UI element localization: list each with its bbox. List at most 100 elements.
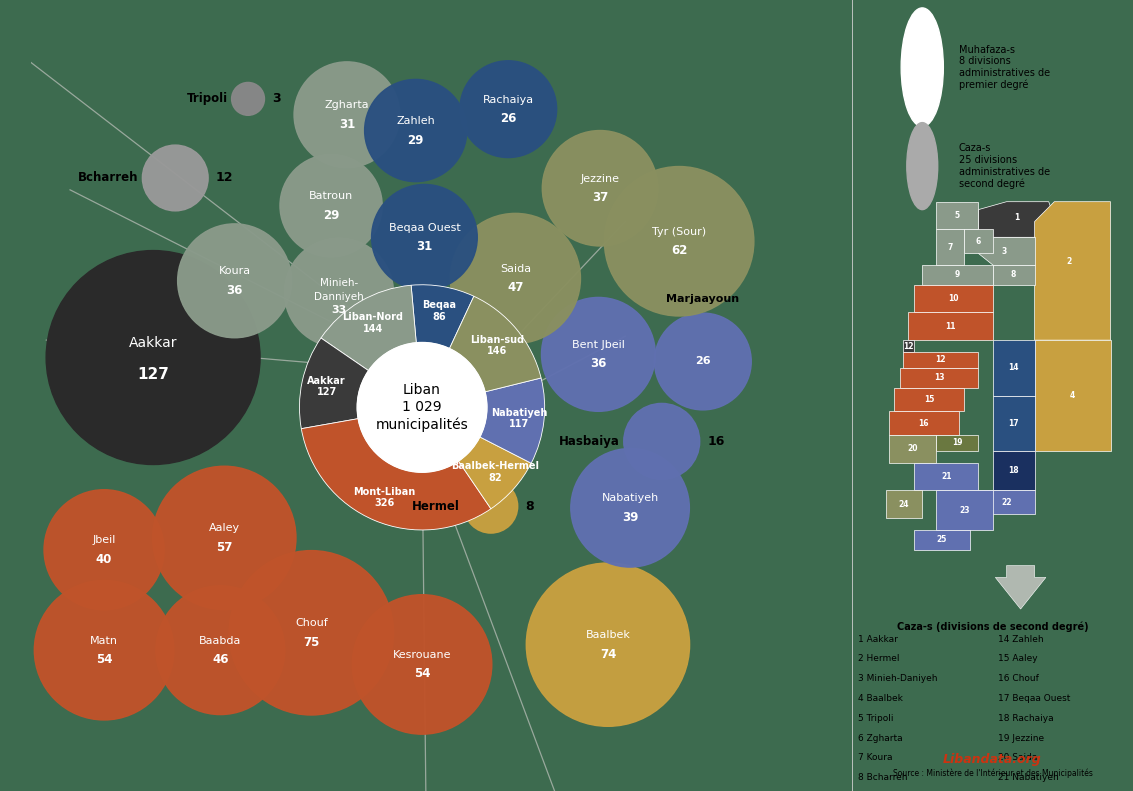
Circle shape bbox=[229, 551, 393, 715]
Polygon shape bbox=[1034, 202, 1110, 340]
Wedge shape bbox=[459, 437, 531, 509]
Text: 6 Zgharta: 6 Zgharta bbox=[858, 733, 902, 743]
Polygon shape bbox=[886, 490, 922, 518]
Text: 24: 24 bbox=[898, 500, 910, 509]
Polygon shape bbox=[936, 202, 979, 229]
Text: Chouf: Chouf bbox=[295, 619, 327, 628]
Circle shape bbox=[46, 251, 261, 464]
Text: Tripoli: Tripoli bbox=[187, 93, 228, 105]
Text: 6: 6 bbox=[976, 237, 981, 246]
Circle shape bbox=[295, 62, 400, 168]
Text: 21: 21 bbox=[940, 472, 952, 481]
Text: Kesrouane: Kesrouane bbox=[393, 650, 451, 660]
Text: 17: 17 bbox=[1008, 418, 1019, 428]
Text: Nabatiyeh: Nabatiyeh bbox=[602, 494, 658, 503]
Text: Beqaa
86: Beqaa 86 bbox=[421, 301, 455, 322]
Text: 18: 18 bbox=[1008, 466, 1019, 475]
Text: 19: 19 bbox=[952, 438, 963, 448]
Text: 3: 3 bbox=[272, 93, 281, 105]
Wedge shape bbox=[299, 338, 368, 429]
Text: 9: 9 bbox=[955, 271, 960, 279]
Text: Danniyeh: Danniyeh bbox=[314, 292, 364, 301]
Text: Caza-s
25 divisions
administratives de
second degré: Caza-s 25 divisions administratives de s… bbox=[959, 143, 1050, 189]
Circle shape bbox=[34, 581, 173, 720]
Text: 31: 31 bbox=[339, 118, 355, 131]
Circle shape bbox=[156, 586, 284, 714]
Text: 3: 3 bbox=[1002, 247, 1006, 256]
Text: 4 Baalbek: 4 Baalbek bbox=[858, 694, 903, 703]
Text: 20 Saida: 20 Saida bbox=[998, 753, 1038, 763]
Circle shape bbox=[460, 61, 556, 157]
Text: Source : Ministère de l'Intérieur et des Municipalités: Source : Ministère de l'Intérieur et des… bbox=[893, 769, 1092, 778]
Text: 1 Aakkar: 1 Aakkar bbox=[858, 634, 897, 644]
Circle shape bbox=[44, 490, 164, 610]
Text: Rachaiya: Rachaiya bbox=[483, 95, 534, 104]
Text: 26: 26 bbox=[500, 112, 517, 125]
Text: Matn: Matn bbox=[90, 636, 118, 645]
Text: Liban-sud
146: Liban-sud 146 bbox=[470, 335, 525, 356]
Polygon shape bbox=[1034, 340, 1110, 451]
Text: 14: 14 bbox=[1008, 363, 1019, 373]
Text: 39: 39 bbox=[622, 511, 638, 524]
Text: 1: 1 bbox=[1014, 213, 1020, 222]
Text: 57: 57 bbox=[216, 541, 232, 554]
Text: 23: 23 bbox=[960, 505, 970, 515]
Text: Libandata.org: Libandata.org bbox=[943, 753, 1042, 766]
Text: 5: 5 bbox=[955, 211, 960, 220]
Text: Baalbek-Hermel
82: Baalbek-Hermel 82 bbox=[451, 461, 539, 483]
Circle shape bbox=[655, 313, 751, 410]
Circle shape bbox=[571, 448, 689, 567]
Circle shape bbox=[231, 82, 264, 115]
Circle shape bbox=[357, 343, 487, 472]
Text: Tyr (Sour): Tyr (Sour) bbox=[653, 227, 706, 237]
Text: 54: 54 bbox=[414, 668, 431, 680]
Text: 127: 127 bbox=[137, 368, 169, 382]
Text: 74: 74 bbox=[599, 648, 616, 660]
Text: Minieh-: Minieh- bbox=[320, 278, 358, 288]
Circle shape bbox=[352, 595, 492, 734]
Text: 5 Tripoli: 5 Tripoli bbox=[858, 713, 893, 723]
Text: Liban
1 029
municipalités: Liban 1 029 municipalités bbox=[376, 383, 468, 432]
Text: 2 Hermel: 2 Hermel bbox=[858, 654, 900, 664]
Text: 29: 29 bbox=[408, 134, 424, 146]
Circle shape bbox=[143, 145, 208, 211]
Text: 20: 20 bbox=[908, 445, 918, 453]
Text: Jbeil: Jbeil bbox=[93, 536, 116, 545]
Polygon shape bbox=[909, 312, 993, 340]
Text: 18 Rachaiya: 18 Rachaiya bbox=[998, 713, 1054, 723]
Circle shape bbox=[906, 123, 938, 210]
Polygon shape bbox=[894, 388, 964, 411]
Wedge shape bbox=[301, 418, 491, 530]
Text: Koura: Koura bbox=[219, 267, 250, 276]
Text: 14 Zahleh: 14 Zahleh bbox=[998, 634, 1043, 644]
Wedge shape bbox=[411, 285, 474, 349]
Text: 12: 12 bbox=[935, 355, 946, 365]
Circle shape bbox=[527, 563, 690, 726]
Text: 19 Jezzine: 19 Jezzine bbox=[998, 733, 1045, 743]
Text: 33: 33 bbox=[331, 305, 347, 315]
Text: 46: 46 bbox=[212, 653, 229, 666]
Text: Zahleh: Zahleh bbox=[397, 116, 435, 126]
Polygon shape bbox=[936, 435, 979, 451]
Polygon shape bbox=[888, 411, 959, 435]
Polygon shape bbox=[993, 340, 1034, 396]
Text: Saida: Saida bbox=[500, 264, 531, 274]
Text: 16 Chouf: 16 Chouf bbox=[998, 674, 1039, 683]
Text: 8: 8 bbox=[526, 500, 535, 513]
Text: 36: 36 bbox=[227, 284, 242, 297]
Text: Mont-Liban
326: Mont-Liban 326 bbox=[352, 486, 415, 508]
Polygon shape bbox=[936, 229, 964, 265]
Text: 17 Beqaa Ouest: 17 Beqaa Ouest bbox=[998, 694, 1071, 703]
Text: 15: 15 bbox=[925, 395, 935, 404]
Circle shape bbox=[450, 214, 580, 343]
Text: 37: 37 bbox=[591, 191, 608, 204]
Text: Baabda: Baabda bbox=[199, 636, 241, 645]
Circle shape bbox=[365, 79, 467, 182]
Text: Beqaa Ouest: Beqaa Ouest bbox=[389, 223, 460, 233]
Text: 2: 2 bbox=[1066, 256, 1072, 266]
Polygon shape bbox=[914, 285, 993, 312]
Circle shape bbox=[901, 8, 944, 127]
Circle shape bbox=[178, 224, 291, 338]
Text: 29: 29 bbox=[323, 209, 339, 221]
Text: Caza-s (divisions de second degré): Caza-s (divisions de second degré) bbox=[896, 621, 1089, 632]
